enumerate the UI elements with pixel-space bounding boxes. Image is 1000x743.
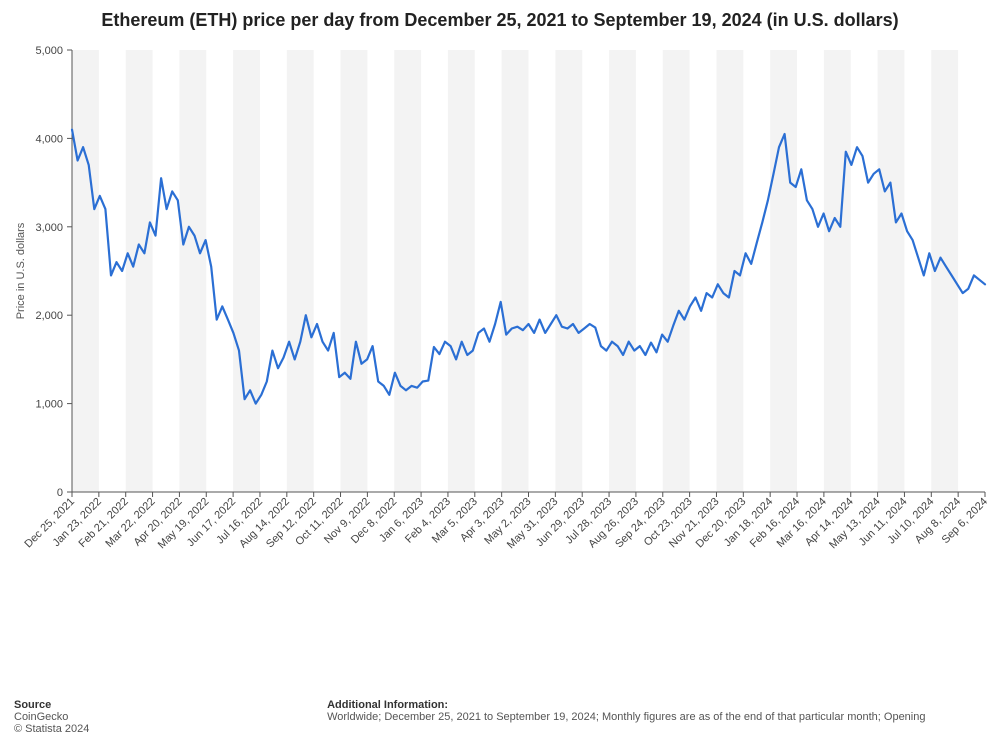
line-chart: 0 1,000 2,000 3,000 4,000 5,000 Price in U.S. …	[0, 32, 1000, 622]
source-label: Source	[14, 699, 51, 711]
svg-text:1,000: 1,000	[35, 399, 63, 411]
additional-info-text: Worldwide; December 25, 2021 to Septembe…	[327, 711, 925, 723]
svg-text:5,000: 5,000	[35, 45, 63, 57]
additional-info-label: Additional Information:	[327, 699, 448, 711]
svg-text:2,000: 2,000	[35, 310, 63, 322]
chart-area: 0 1,000 2,000 3,000 4,000 5,000 Price in U.S. …	[0, 32, 1000, 627]
chart-title: Ethereum (ETH) price per day from Decemb…	[20, 0, 980, 32]
svg-text:0: 0	[57, 487, 63, 499]
svg-text:4,000: 4,000	[35, 134, 63, 146]
svg-text:Price in U.S. dollars: Price in U.S. dollars	[15, 223, 27, 320]
copyright: © Statista 2024	[14, 723, 89, 735]
source-value: CoinGecko	[14, 711, 68, 723]
svg-text:3,000: 3,000	[35, 222, 63, 234]
chart-footer: Source CoinGecko © Statista 2024 Additio…	[14, 699, 1000, 735]
